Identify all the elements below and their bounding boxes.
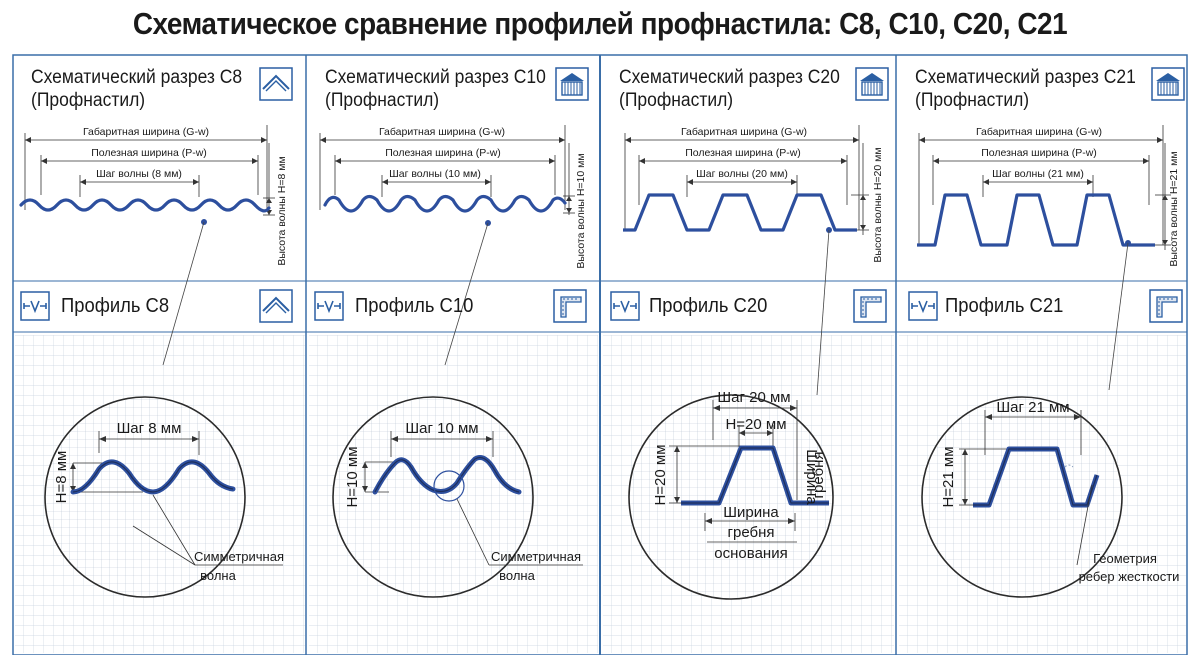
zoom-step-label: Шаг 8 мм — [117, 420, 182, 437]
panel-c20-labels: Габаритная ширина (G-w) Полезная ширина … — [652, 126, 884, 562]
profile-label: Профиль С20 — [649, 295, 768, 317]
height-label: Высота волны Н=21 мм — [1168, 151, 1180, 266]
profile-corner-icon — [853, 289, 887, 323]
profile-label: Профиль С21 — [945, 295, 1064, 317]
zoom-step-label: Шаг 10 мм — [405, 420, 478, 437]
panel-title: Схематический разрез С21 (Профнастил) — [915, 66, 1136, 112]
panel-title: Схематический разрез С10 (Профнастил) — [325, 66, 546, 112]
panel-c21-labels: Габаритная ширина (G-w) Полезная ширина … — [940, 126, 1180, 584]
gw-label: Габаритная ширина (G-w) — [681, 126, 807, 138]
wave-width-icon — [908, 291, 938, 321]
panel-c20-graphics — [603, 125, 894, 653]
callout-line-2: волна — [200, 568, 236, 583]
callout-line-2: волна — [499, 568, 535, 583]
profile-label: Профиль С8 — [61, 295, 170, 317]
base-label-3: основания — [714, 545, 787, 562]
wave-width-icon — [314, 291, 344, 321]
c10-sheet-wave — [323, 194, 567, 213]
gw-label: Габаритная ширина (G-w) — [83, 126, 209, 138]
panel-c8-graphics — [15, 125, 305, 653]
page-title: Схематическое сравнение профилей профнас… — [132, 6, 1068, 41]
height-label: Высота волны Н=8 мм — [276, 156, 288, 265]
profile-label: Профиль С10 — [355, 295, 474, 317]
panel-c10-labels: Габаритная ширина (G-w) Полезная ширина … — [344, 126, 587, 583]
title-line-2: (Профнастил) — [31, 90, 146, 111]
callout-line-1: Геометрия — [1093, 551, 1157, 566]
panel-c21-graphics — [899, 125, 1186, 653]
panel-c8: Схематический разрез С8 (Профнастил) Про… — [13, 55, 307, 655]
pw-label: Полезная ширина (P-w) — [981, 147, 1097, 159]
zoom-height-label: Н=21 мм — [940, 446, 957, 507]
zoom-height-label: Н=8 мм — [53, 451, 70, 504]
step-label: Шаг волны (20 мм) — [696, 168, 788, 180]
building-icon — [855, 67, 889, 101]
panel-title: Схематический разрез С8 (Профнастил) — [31, 66, 252, 112]
ridge-label-1: Ширина — [803, 449, 820, 505]
building-icon — [555, 67, 589, 101]
panel-c20: Схематический разрез С20 (Профнастил) Пр… — [601, 55, 895, 655]
title-line-1: Схематический разрез С21 — [915, 67, 1136, 88]
ridge-label-2: гребня — [810, 452, 827, 499]
roof-icon — [259, 67, 293, 101]
step-label: Шаг волны (10 мм) — [389, 168, 481, 180]
panel-c8-labels: Габаритная ширина (G-w) Полезная ширина … — [53, 126, 288, 583]
title-line-1: Схематический разрез С8 — [31, 67, 243, 88]
zoom-step-label: Шаг 21 мм — [996, 399, 1069, 416]
callout-line-1: Симметричная — [194, 549, 284, 564]
zoom-step-label: Шаг 20 мм — [717, 389, 790, 406]
roof-icon — [259, 289, 293, 323]
c20-sheet-trapezoid — [623, 193, 857, 232]
step-label: Шаг волны (21 мм) — [992, 168, 1084, 180]
profile-corner-icon — [1149, 289, 1183, 323]
panel-c10-graphics — [309, 125, 598, 653]
callout-line-1: Симметричная — [491, 549, 581, 564]
gw-label: Габаритная ширина (G-w) — [976, 126, 1102, 138]
profile-corner-icon — [553, 289, 587, 323]
gw-label: Габаритная ширина (G-w) — [379, 126, 505, 138]
title-line-2: (Профнастил) — [619, 90, 734, 111]
pw-label: Полезная ширина (P-w) — [91, 147, 207, 159]
title-line-1: Схематический разрез С10 — [325, 67, 546, 88]
height-label: Высота волны Н=10 мм — [575, 153, 587, 268]
panel-c21: Схематический разрез С21 (Профнастил) Пр… — [897, 55, 1187, 655]
building-icon — [1151, 67, 1185, 101]
panel-c10: Схематический разрез С10 (Профнастил) Пр… — [307, 55, 601, 655]
height-label: Высота волны Н=20 мм — [872, 147, 884, 262]
c8-sheet-wave — [19, 198, 271, 213]
title-line-1: Схематический разрез С20 — [619, 67, 840, 88]
base-label-1: Ширина — [723, 504, 779, 521]
wave-width-icon — [610, 291, 640, 321]
callout-line-2: ребер жесткости — [1079, 569, 1180, 584]
wave-width-icon — [20, 291, 50, 321]
pw-label: Полезная ширина (P-w) — [385, 147, 501, 159]
zoom-inner-label: Н=20 мм — [725, 416, 786, 433]
title-line-2: (Профнастил) — [915, 90, 1030, 111]
title-line-2: (Профнастил) — [325, 90, 440, 111]
pw-label: Полезная ширина (P-w) — [685, 147, 801, 159]
panel-title: Схематический разрез С20 (Профнастил) — [619, 66, 840, 112]
base-label-2: гребня — [728, 524, 775, 541]
zoom-height-label: Н=20 мм — [652, 444, 669, 505]
step-label: Шаг волны (8 мм) — [96, 168, 182, 180]
zoom-height-label: Н=10 мм — [344, 446, 361, 507]
c21-sheet-trapezoid — [917, 193, 1155, 247]
